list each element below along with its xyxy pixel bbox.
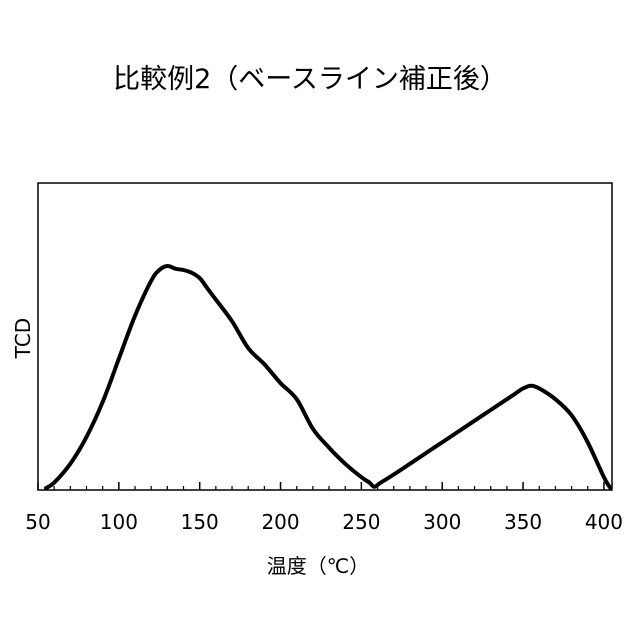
x-axis-ticks (38, 482, 604, 490)
x-axis-label: 温度（℃） (267, 554, 369, 578)
x-tick-label: 400 (585, 510, 623, 534)
x-tick-label: 250 (342, 510, 380, 534)
chart-title: 比較例2（ベースライン補正後） (113, 64, 507, 95)
x-tick-label: 300 (423, 510, 461, 534)
x-tick-label: 350 (504, 510, 542, 534)
y-axis-label: TCD (11, 318, 35, 359)
x-tick-label: 150 (181, 510, 219, 534)
series-line-tcd (46, 266, 610, 488)
x-tick-label: 50 (25, 510, 50, 534)
x-tick-label: 200 (261, 510, 299, 534)
x-tick-label: 100 (100, 510, 138, 534)
x-axis-tick-labels: 50 100 150 200 250 300 350 400 (25, 510, 623, 534)
